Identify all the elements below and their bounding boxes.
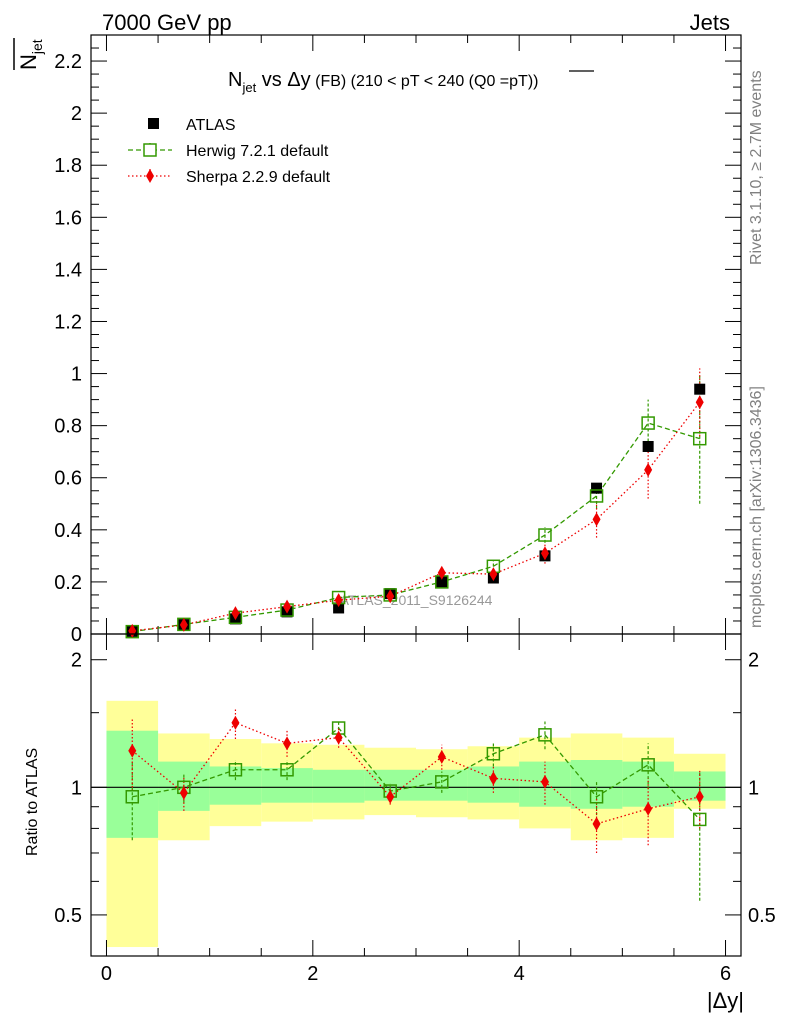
sherpa-point [489, 567, 498, 582]
ratio-herwig-point [125, 790, 140, 804]
ratio-sherpa-point [592, 816, 601, 831]
watermark: ATLAS_2011_S9126244 [340, 592, 493, 608]
sherpa-point [592, 512, 601, 527]
x-axis-title: |Δy| [707, 988, 744, 1013]
ratio-sherpa-point [644, 801, 653, 816]
y-axis-title-sub: jet [29, 39, 45, 55]
ratio-sherpa-point [695, 789, 704, 804]
sherpa-point [179, 617, 188, 632]
ratio-y-tick-label: 0.5 [54, 905, 82, 927]
ratio-line-sherpa [131, 721, 700, 825]
ratio-sherpa-point [334, 730, 343, 745]
y-tick-label: 1.2 [54, 311, 82, 333]
atlas-point [436, 576, 448, 588]
ratio-sherpa-point [231, 715, 240, 730]
ratio-herwig-point [228, 763, 243, 777]
y-tick-label: 1.6 [54, 207, 82, 229]
legend-marker-atlas [148, 118, 159, 129]
ratio-y-tick-label: 2 [71, 650, 82, 672]
ratio-y-axis-title: Ratio to ATLAS [24, 748, 41, 856]
legend-entry-atlas: ATLAS [148, 117, 236, 134]
series-line-herwig [132, 422, 700, 633]
uncertainty-band-green [312, 769, 365, 803]
ratio-herwig-point [280, 763, 294, 777]
ratio-line-herwig [132, 727, 701, 820]
sherpa-point [644, 462, 653, 477]
chart-title: Njet vs Δy (FB) (210 < pT < 240 (Q0 =pT)… [228, 69, 538, 95]
ratio-sherpa-point [489, 771, 498, 786]
ratio-y-tick-label-right: 0.5 [748, 905, 776, 927]
ratio-herwig-point [589, 790, 604, 804]
y-tick-label: 0.6 [54, 468, 82, 490]
atlas-point [642, 440, 654, 452]
y-tick-label: 1.8 [54, 155, 82, 177]
sherpa-point [695, 395, 704, 410]
sherpa-point [334, 593, 343, 608]
atlas-point [333, 602, 345, 614]
y-axis-title-main: N [16, 54, 41, 70]
y-axis-title: Njet [13, 38, 45, 70]
header-right: Jets [690, 10, 730, 35]
y-tick-label: 0.2 [54, 572, 82, 594]
legend-label-herwig: Herwig 7.2.1 default [186, 143, 329, 160]
legend-marker-herwig [143, 143, 157, 157]
ratio-y-tick-label-right: 2 [748, 650, 759, 672]
atlas-point [591, 482, 603, 494]
x-tick-label: 2 [307, 963, 318, 985]
ratio-sherpa-point [386, 789, 395, 804]
ratio-panel: 0.5 0.5 1 1 2 2 0 2 4 6 [54, 633, 776, 985]
ratio-y-tick-label-right: 1 [748, 777, 759, 799]
y-tick-label: 2 [71, 103, 82, 125]
y-tick-label: 0.8 [54, 416, 82, 438]
ratio-frame [90, 633, 742, 957]
ratio-sherpa-point [540, 774, 549, 789]
legend-marker-sherpa [146, 169, 154, 183]
ratio-y-tick-label: 1 [71, 777, 82, 799]
ratio-herwig-point [641, 758, 655, 772]
ratio-herwig-point [538, 728, 552, 742]
mcplots-label: mcplots.cern.ch [arXiv:1306.3436] [748, 386, 765, 628]
legend-entry-sherpa: Sherpa 2.2.9 default [128, 169, 331, 186]
main-panel: ATLAS_2011_S9126244 0 0.2 0.4 0.6 0.8 1 1.2 1.4 1… [54, 34, 742, 646]
y-tick-label: 1.4 [54, 259, 82, 281]
sherpa-point [283, 599, 292, 614]
sherpa-point [231, 606, 240, 621]
ratio-herwig-point [486, 747, 501, 761]
herwig-point [641, 416, 655, 430]
herwig-point [692, 431, 707, 446]
ratio-sherpa-point [283, 736, 292, 751]
legend-entry-herwig: Herwig 7.2.1 default [128, 143, 329, 160]
legend-label-atlas: ATLAS [186, 117, 236, 134]
sherpa-point [540, 546, 549, 561]
rivet-label: Rivet 3.1.10, ≥ 2.7M events [748, 70, 765, 265]
herwig-point [538, 528, 552, 542]
x-tick-label: 6 [720, 963, 731, 985]
y-tick-label: 0 [71, 624, 82, 646]
x-tick-label: 4 [514, 963, 525, 985]
atlas-point [694, 383, 706, 395]
ratio-herwig-point [692, 812, 707, 827]
ratio-sherpa-point [437, 749, 446, 764]
herwig-point [589, 489, 604, 503]
header-left: 7000 GeV pp [102, 10, 232, 35]
y-tick-label: 0.4 [54, 520, 82, 542]
ratio-sherpa-point [128, 743, 137, 758]
sherpa-point [386, 589, 395, 604]
sherpa-point [437, 565, 446, 580]
svg-text:Njet: Njet [16, 39, 45, 70]
y-tick-label: 2.2 [54, 51, 82, 73]
ratio-sherpa-point [179, 785, 188, 800]
ratio-herwig-point [435, 775, 449, 789]
legend: ATLAS Herwig 7.2.1 default Sherpa 2.2.9 … [128, 117, 331, 186]
legend-label-sherpa: Sherpa 2.2.9 default [186, 169, 331, 186]
y-tick-label: 1 [71, 364, 82, 386]
x-tick-label: 0 [101, 963, 112, 985]
series-line-sherpa [132, 401, 701, 632]
